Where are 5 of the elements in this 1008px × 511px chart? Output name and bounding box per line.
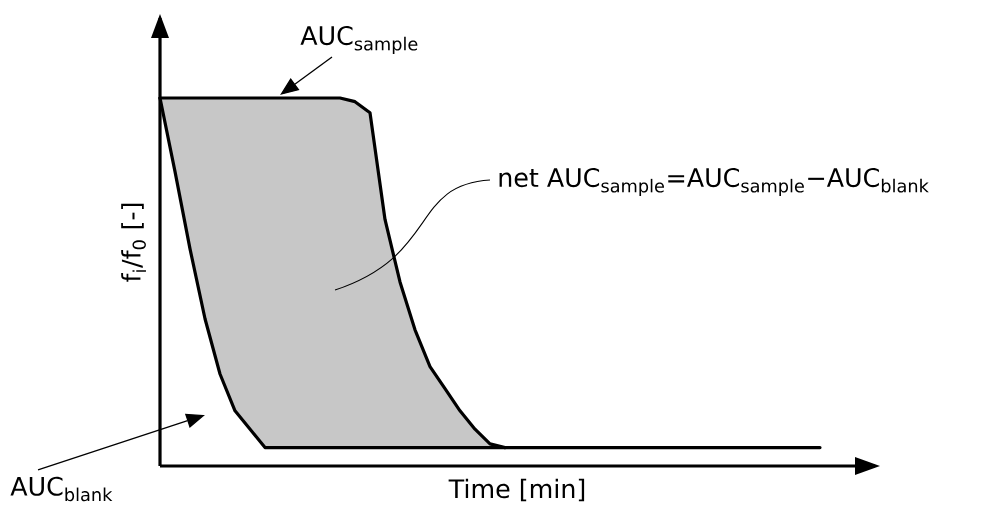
text: AUC$_{blank}$ [10,476,113,502]
y-axis-title: f$_{i}$/f$_{0}$ [-] [121,203,146,282]
annotation: net AUC$_{sample}$=AUC$_{sample}$−AUC$_{blank}$ [499,167,929,196]
x-axis-title: Time [min] [448,478,585,502]
text: AUC$_{sample}$ [300,25,418,54]
